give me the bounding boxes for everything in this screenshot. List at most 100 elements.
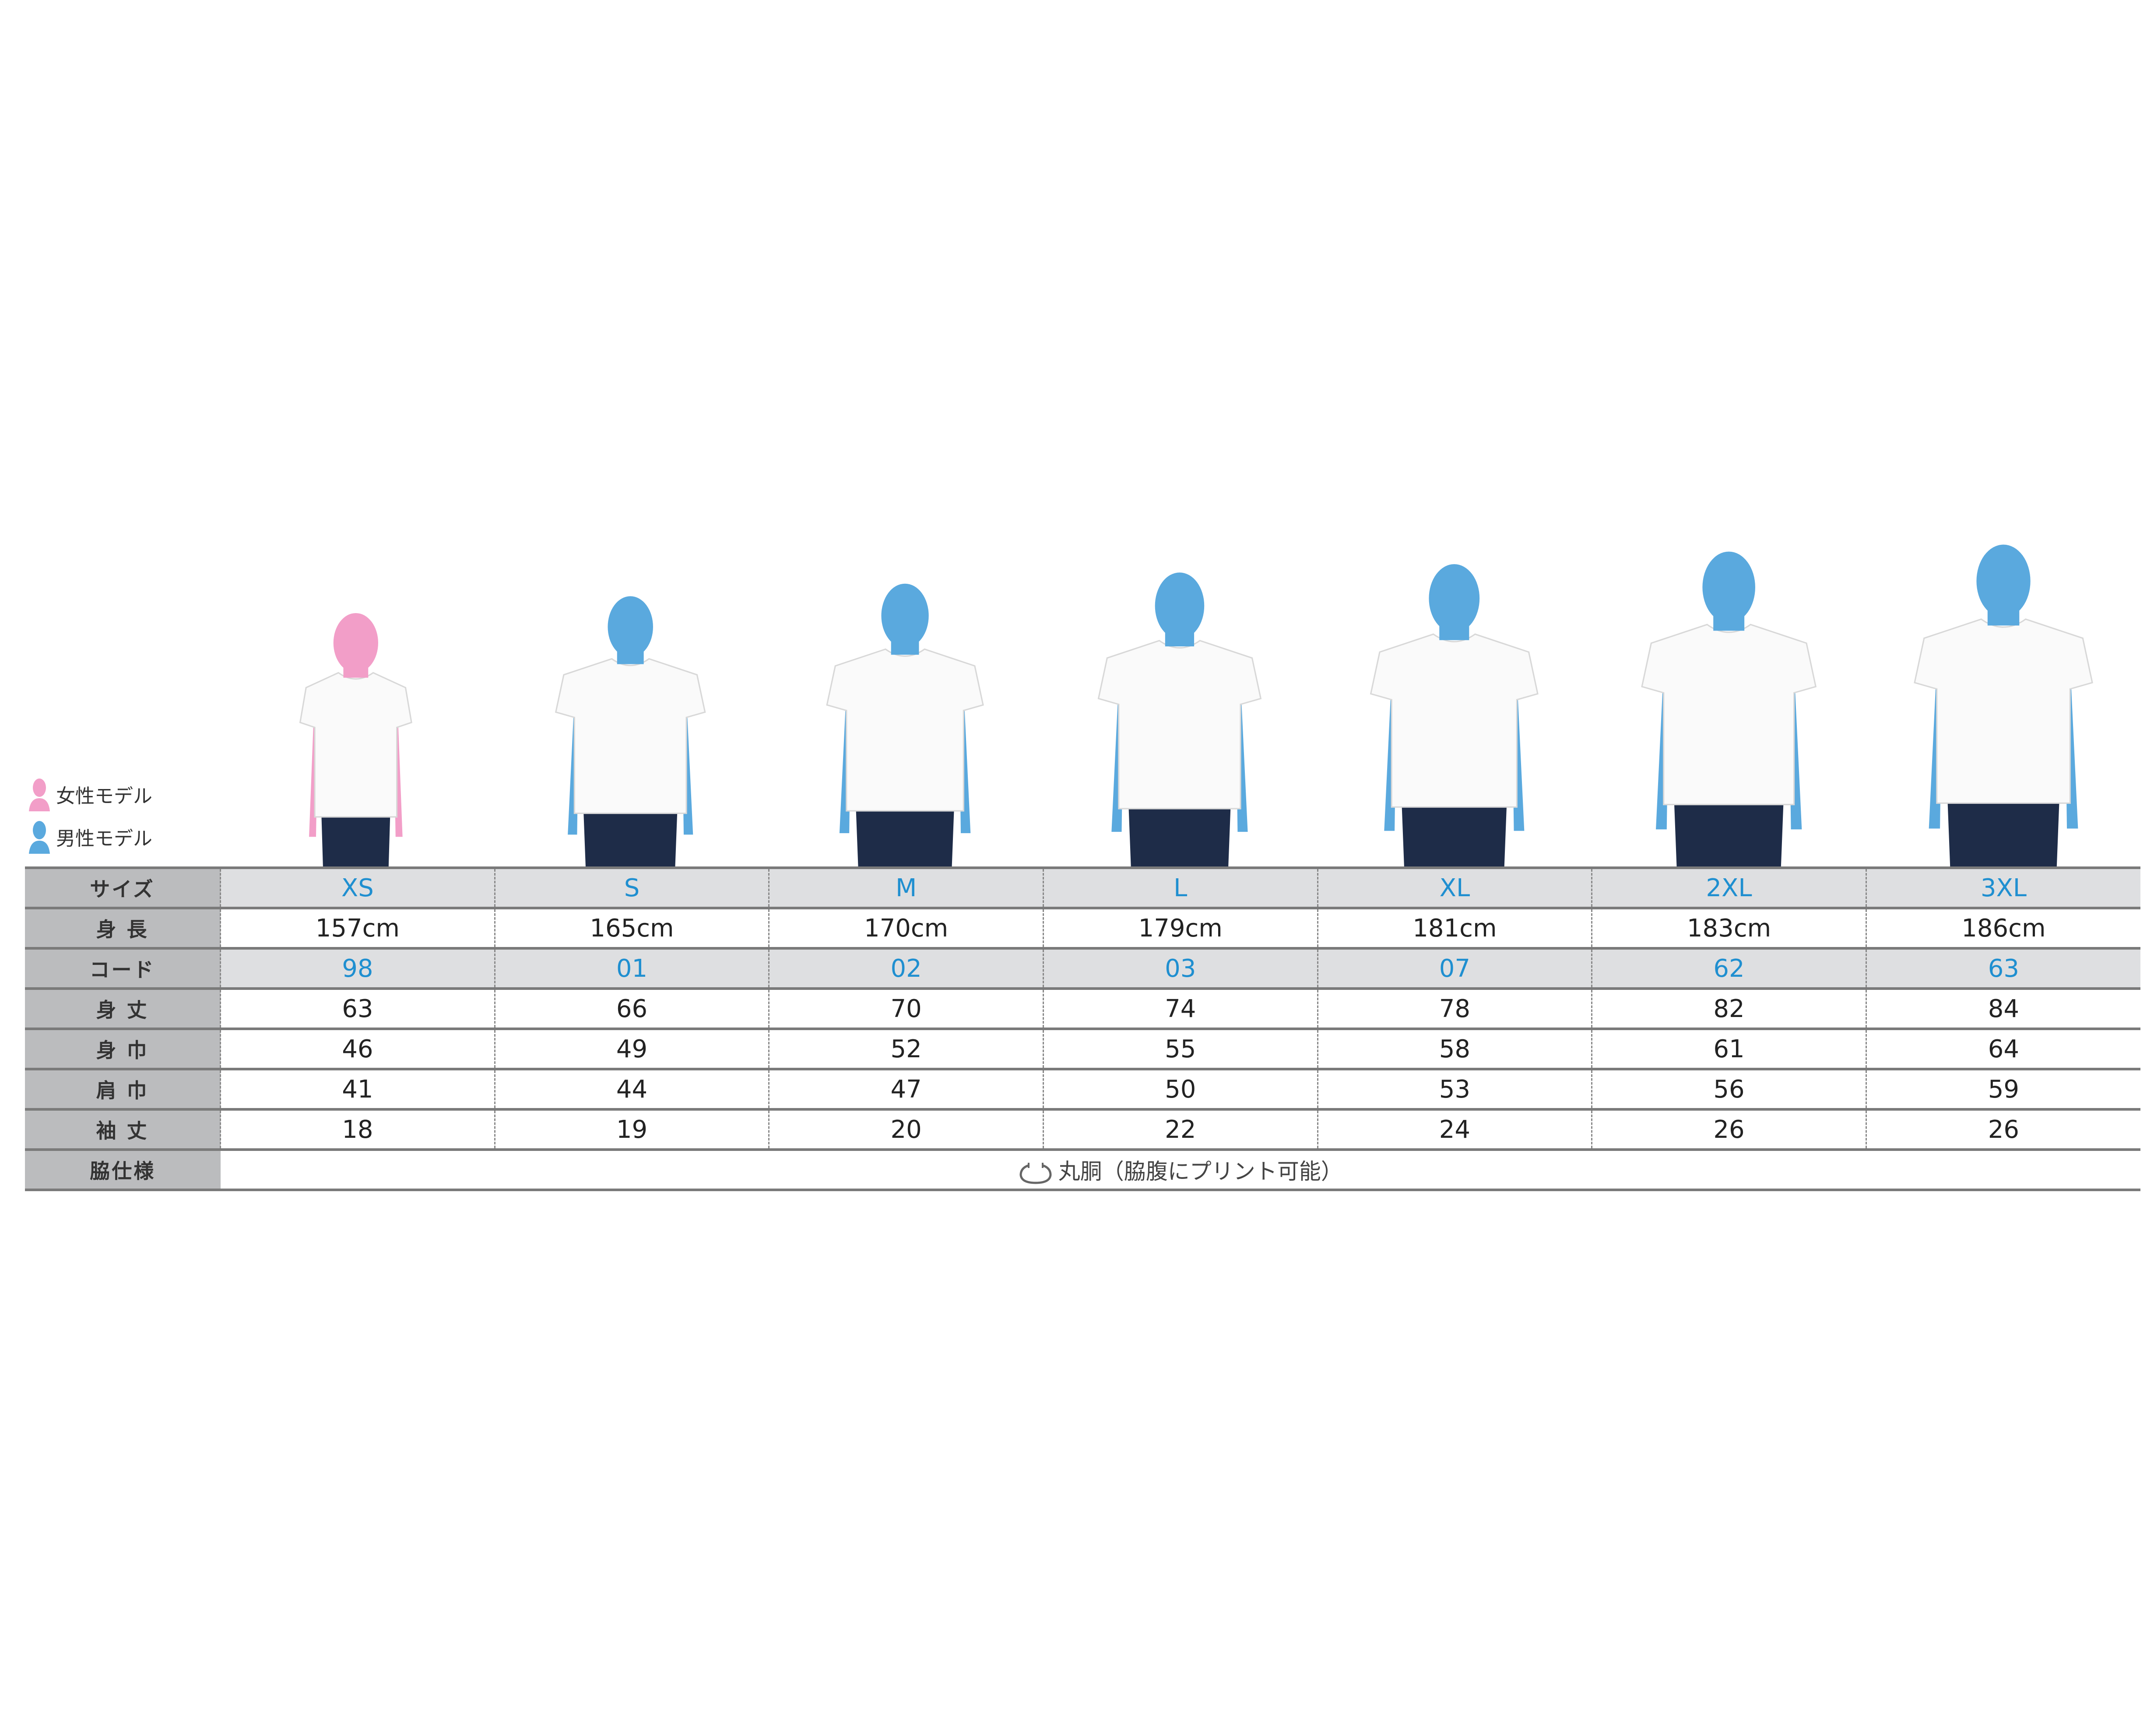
model-figure-XL [1370, 564, 1539, 867]
table-cell: 02 [768, 947, 1044, 989]
head [881, 583, 929, 648]
table-cell: M [768, 866, 1044, 909]
side-spec-value: 丸胴（脇腹にプリント可能） [1058, 1159, 1343, 1184]
table-cell: 47 [768, 1068, 1044, 1110]
table-cell: 53 [1317, 1068, 1592, 1110]
circular-body-icon [1019, 1162, 1052, 1184]
model-figure-S [555, 596, 706, 867]
table-row: 身 長 157cm 165cm 170cm 179cm 181cm 183cm 186cm [25, 907, 2140, 949]
row-label: コード [25, 947, 221, 989]
table-cell: 07 [1317, 947, 1592, 989]
table-cell: 181cm [1317, 907, 1592, 949]
row-label: 脇仕様 [25, 1148, 221, 1191]
table-cell: XS [220, 866, 495, 909]
model-figure-2XL [1641, 551, 1817, 867]
head [1429, 564, 1480, 633]
table-cell: 22 [1042, 1108, 1318, 1150]
head [608, 596, 653, 658]
table-cell: 62 [1591, 947, 1866, 989]
table-cell: 170cm [768, 907, 1044, 949]
row-label: 身 丈 [25, 987, 221, 1030]
head [333, 613, 378, 673]
model-figure-3XL [1914, 544, 2093, 867]
table-cell: 98 [220, 947, 495, 989]
table-cell: 52 [768, 1028, 1044, 1070]
table-cell: 26 [1865, 1108, 2140, 1150]
legend-male-label: 男性モデル [56, 828, 152, 850]
table-cell: 63 [220, 987, 495, 1030]
table-cell: 19 [494, 1108, 769, 1150]
table-row: サイズ XS S M L XL 2XL 3XL [25, 866, 2140, 909]
model-figure-XS [299, 613, 412, 867]
model-figure-M [826, 583, 984, 867]
jeans [321, 811, 390, 867]
row-label: 身 長 [25, 907, 221, 949]
t-shirt [1641, 624, 1817, 806]
table-row: コード 98 01 02 03 07 62 63 [25, 947, 2140, 989]
t-shirt [1370, 633, 1539, 808]
table-cell: 55 [1042, 1028, 1318, 1070]
table-cell: 26 [1591, 1108, 1866, 1150]
t-shirt [1097, 640, 1262, 810]
row-label: 身 巾 [25, 1028, 221, 1070]
table-cell: 70 [768, 987, 1044, 1030]
t-shirt [299, 672, 412, 818]
table-cell: 63 [1865, 947, 2140, 989]
table-cell: 3XL [1865, 866, 2140, 909]
legend-male: 男性モデル [26, 819, 152, 854]
jeans [1947, 797, 2059, 867]
table-cell: XL [1317, 866, 1592, 909]
table-cell: 84 [1865, 987, 2140, 1030]
table-cell: 49 [494, 1028, 769, 1070]
table-row: 身 丈 63 66 70 74 78 82 84 [25, 987, 2140, 1030]
head [1155, 572, 1205, 639]
table-cell: 59 [1865, 1068, 2140, 1110]
table-cell: 74 [1042, 987, 1318, 1030]
table-cell: 165cm [494, 907, 769, 949]
table-cell: 44 [494, 1068, 769, 1110]
t-shirt [1914, 618, 2093, 804]
size-table: サイズ XS S M L XL 2XL 3XL 身 長 157cm 165cm 170cm 179cm 1… [25, 866, 2140, 1191]
table-cell: 03 [1042, 947, 1318, 989]
table-cell: 46 [220, 1028, 495, 1070]
legend-female: 女性モデル [26, 777, 152, 812]
row-label: 肩 巾 [25, 1068, 221, 1110]
row-label: 袖 丈 [25, 1108, 221, 1150]
table-cell: 41 [220, 1068, 495, 1110]
table-row: 肩 巾 41 44 47 50 53 56 59 [25, 1068, 2140, 1110]
table-cell: 78 [1317, 987, 1592, 1030]
table-cell: 66 [494, 987, 769, 1030]
legend-female-label: 女性モデル [56, 785, 152, 807]
table-cell: 18 [220, 1108, 495, 1150]
t-shirt [555, 658, 706, 814]
side-spec-cell: 丸胴（脇腹にプリント可能） [220, 1148, 2140, 1191]
table-cell: 61 [1591, 1028, 1866, 1070]
table-row: 袖 丈 18 19 20 22 24 26 26 [25, 1108, 2140, 1150]
table-cell: 01 [494, 947, 769, 989]
jeans [583, 808, 678, 867]
table-cell: 20 [768, 1108, 1044, 1150]
table-cell: 56 [1591, 1068, 1866, 1110]
table-cell: 186cm [1865, 907, 2140, 949]
table-cell: 64 [1865, 1028, 2140, 1070]
table-cell: S [494, 866, 769, 909]
table-cell: 82 [1591, 987, 1866, 1030]
head [1976, 544, 2031, 618]
table-row-side: 脇仕様 丸胴（脇腹にプリント可能） [25, 1148, 2140, 1191]
table-row: 身 巾 46 49 52 55 58 61 64 [25, 1028, 2140, 1070]
table-cell: 2XL [1591, 866, 1866, 909]
female-model-icon [29, 779, 50, 811]
table-cell: 50 [1042, 1068, 1318, 1110]
table-cell: L [1042, 866, 1318, 909]
jeans [1128, 803, 1231, 867]
table-cell: 157cm [220, 907, 495, 949]
male-model-icon [29, 821, 50, 854]
t-shirt [826, 648, 984, 812]
jeans [856, 805, 954, 867]
table-cell: 179cm [1042, 907, 1318, 949]
jeans [1402, 801, 1507, 867]
table-cell: 58 [1317, 1028, 1592, 1070]
jeans [1674, 799, 1784, 867]
model-figure-L [1097, 572, 1262, 867]
